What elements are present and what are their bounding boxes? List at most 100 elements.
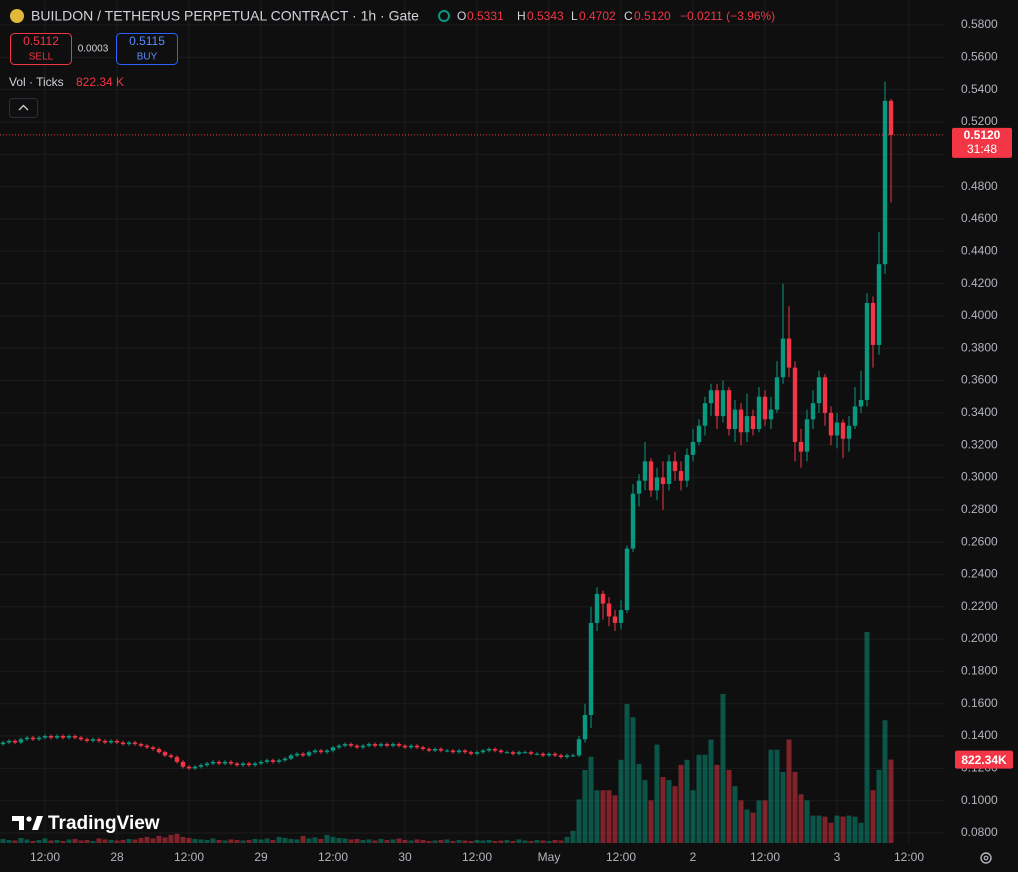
candle-body (528, 752, 534, 754)
candle-layer (0, 81, 945, 770)
x-tick-label: 29 (254, 850, 268, 864)
candle-body (546, 753, 552, 756)
candle-body (348, 744, 354, 746)
volume-bar (372, 840, 378, 843)
buy-button[interactable] (116, 33, 178, 65)
y-tick-label: 0.4200 (961, 276, 998, 290)
volume-bar (594, 790, 600, 843)
candle-body (690, 441, 696, 455)
volume-bar (774, 749, 780, 843)
candle-body (474, 752, 480, 754)
volume-bar (210, 838, 216, 843)
collapse-button[interactable] (9, 98, 38, 118)
symbol-title[interactable]: BUILDON / TETHERUS PERPETUAL CONTRACT · … (31, 8, 419, 24)
candle-body (744, 416, 750, 433)
candle-body (312, 750, 318, 753)
candle-body (468, 752, 474, 754)
x-tick-label: 30 (398, 850, 412, 864)
candle-body (522, 752, 528, 754)
candle-body (480, 750, 486, 753)
candle-body (738, 409, 744, 433)
candle-body (198, 765, 204, 767)
candle-body (588, 622, 594, 716)
candle-body (264, 760, 270, 762)
candle-body (882, 100, 888, 265)
volume-bar (690, 790, 696, 843)
candle-body (840, 422, 846, 439)
volume-bar (162, 837, 168, 843)
volume-bar (192, 838, 198, 843)
volume-bar (408, 840, 414, 843)
volume-bar (228, 839, 234, 843)
candle-body (456, 750, 462, 753)
candle-body (462, 750, 468, 753)
volume-bar (696, 754, 702, 843)
volume-bar (516, 839, 522, 843)
volume-bar (756, 800, 762, 843)
volume-tag (955, 750, 1013, 769)
volume-bar (852, 816, 858, 843)
candle-body (294, 753, 300, 756)
volume-bar (150, 838, 156, 843)
sell-button[interactable] (10, 33, 72, 65)
ohlc-label: H (517, 9, 526, 23)
candle-body (6, 740, 12, 743)
volume-bar (882, 720, 888, 843)
axis-layer: 0.08000.10000.12000.14000.16000.18000.20… (30, 17, 998, 864)
volume-bar (798, 794, 804, 843)
volume-bar (12, 840, 18, 843)
volume-bar (792, 771, 798, 843)
brand-name: TradingView (48, 813, 160, 834)
candle-body (510, 752, 516, 754)
volume-bar (312, 837, 318, 843)
candle-body (66, 736, 72, 738)
volume-bar (420, 839, 426, 843)
candle-body (708, 390, 714, 404)
volume-bar (126, 838, 132, 843)
candle-body (132, 742, 138, 745)
y-tick-label: 0.3800 (961, 340, 998, 354)
x-tick-label: 12:00 (894, 850, 924, 864)
volume-layer (0, 632, 894, 843)
candle-body (870, 302, 876, 345)
volume-bar (636, 763, 642, 843)
candle-body (276, 760, 282, 762)
volume-bar (534, 839, 540, 843)
candle-body (756, 396, 762, 430)
volume-bar (294, 839, 300, 843)
volume-bar (342, 838, 348, 843)
volume-bar (684, 759, 690, 843)
volume-bar (60, 840, 66, 843)
volume-bar (504, 839, 510, 843)
candle-body (618, 609, 624, 623)
candle-body (384, 744, 390, 746)
volume-bar (270, 839, 276, 843)
market-status[interactable] (438, 10, 450, 22)
volume-bar (660, 777, 666, 843)
candle-body (630, 493, 636, 549)
y-tick-label: 0.2800 (961, 502, 998, 516)
volume-bar (624, 704, 630, 843)
spread: 0.0003 (78, 44, 109, 55)
volume-bar (252, 838, 258, 843)
volume-bar (78, 840, 84, 843)
change: −0.0211 (−3.96%) (680, 9, 775, 23)
candle-body (306, 752, 312, 756)
candle-body (786, 338, 792, 368)
volume-bar (648, 800, 654, 843)
candle-body (258, 761, 264, 764)
settings-button[interactable] (980, 852, 992, 864)
x-tick-label: May (538, 850, 561, 864)
candle-body (600, 593, 606, 604)
candle-body (204, 763, 210, 766)
ohlc-value: 0.5343 (527, 9, 564, 23)
candle-body (570, 755, 576, 757)
x-tick-label: 12:00 (174, 850, 204, 864)
volume-bar (600, 790, 606, 843)
candle-body (60, 736, 66, 738)
candle-body (282, 758, 288, 761)
volume-bar (246, 839, 252, 843)
volume-bar (138, 837, 144, 843)
candle-body (270, 760, 276, 762)
